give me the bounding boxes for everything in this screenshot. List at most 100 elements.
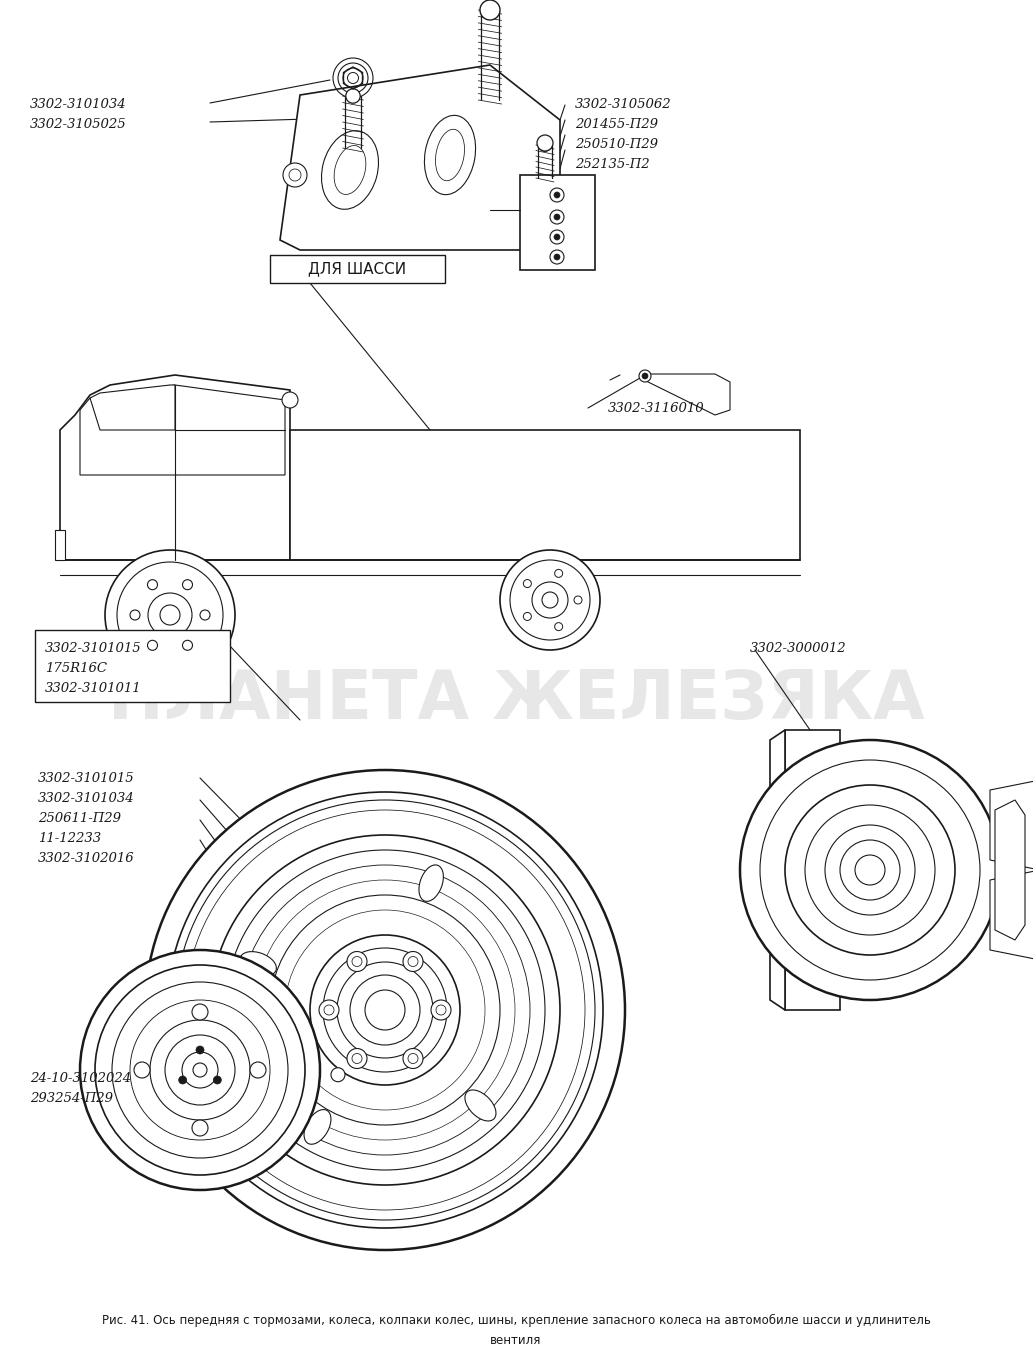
Circle shape [183,579,192,590]
Circle shape [550,189,564,202]
Text: 3302-3101015: 3302-3101015 [45,642,142,654]
Circle shape [500,550,600,650]
Circle shape [331,1068,345,1082]
Circle shape [192,1004,208,1020]
Circle shape [347,952,367,971]
Circle shape [524,612,531,620]
Circle shape [196,1046,204,1055]
Circle shape [214,1076,221,1085]
Circle shape [160,605,180,626]
Polygon shape [990,780,1033,870]
Ellipse shape [240,952,277,977]
Text: 11-12233: 11-12233 [38,832,101,844]
Circle shape [193,1063,207,1076]
Circle shape [555,623,563,631]
Polygon shape [995,800,1025,940]
Circle shape [283,163,307,187]
Ellipse shape [425,115,475,194]
Circle shape [431,1000,451,1020]
Circle shape [337,962,433,1059]
Text: 3302-3101034: 3302-3101034 [30,98,127,112]
Circle shape [639,370,651,382]
Bar [520,175,595,270]
Polygon shape [60,376,290,560]
Circle shape [542,591,558,608]
Polygon shape [990,870,1033,960]
Polygon shape [640,374,730,415]
Ellipse shape [321,131,378,209]
Circle shape [347,72,358,83]
Circle shape [855,855,885,885]
Circle shape [192,1120,208,1137]
Circle shape [352,956,362,967]
Circle shape [555,570,563,578]
Circle shape [436,1005,446,1015]
Bar [35,630,230,702]
Circle shape [550,229,564,245]
Circle shape [554,193,560,198]
Circle shape [554,254,560,260]
Circle shape [165,1035,234,1105]
Circle shape [105,550,234,680]
Bar [290,430,800,560]
Circle shape [825,825,915,915]
Circle shape [740,740,1000,1000]
Circle shape [554,234,560,240]
Text: 250510-П29: 250510-П29 [575,138,658,152]
Circle shape [148,579,157,590]
Polygon shape [55,530,65,560]
Polygon shape [90,385,175,430]
Text: ПЛАНЕТА ЖЕЛЕЗЯКА: ПЛАНЕТА ЖЕЛЕЗЯКА [107,667,925,734]
Text: 3302-3105062: 3302-3105062 [575,98,671,112]
Circle shape [352,1053,362,1064]
Text: 3302-3101011: 3302-3101011 [45,682,142,694]
Circle shape [537,135,553,152]
Text: 3302-3102016: 3302-3102016 [38,851,134,865]
Text: 175R16С: 175R16С [45,661,107,675]
Circle shape [365,990,405,1030]
Circle shape [183,641,192,650]
Circle shape [210,835,560,1184]
Circle shape [80,949,320,1190]
Polygon shape [785,729,840,1009]
Circle shape [310,934,460,1085]
Circle shape [840,840,900,900]
Circle shape [134,1061,150,1078]
Circle shape [200,611,210,620]
Bar [270,255,445,283]
Ellipse shape [419,865,443,902]
Polygon shape [80,385,285,475]
Circle shape [480,0,500,20]
Circle shape [482,1,498,18]
Text: 3302-3116010: 3302-3116010 [608,402,705,414]
Circle shape [403,1049,422,1068]
Circle shape [550,210,564,224]
Text: 3302-3101034: 3302-3101034 [38,791,134,805]
Text: 293254-П29: 293254-П29 [30,1091,113,1105]
Circle shape [785,785,954,955]
Text: 250611-П29: 250611-П29 [38,811,121,825]
Circle shape [289,169,301,182]
Circle shape [403,952,422,971]
Text: 201455-П29: 201455-П29 [575,119,658,131]
Circle shape [408,956,418,967]
Circle shape [550,250,564,264]
Circle shape [130,611,140,620]
Circle shape [179,1076,187,1085]
Text: ДЛЯ ШАССИ: ДЛЯ ШАССИ [308,261,406,276]
Text: Рис. 41. Ось передняя с тормозами, колеса, колпаки колес, шины, крепление запасн: Рис. 41. Ось передняя с тормозами, колес… [101,1314,931,1326]
Circle shape [347,1049,367,1068]
Circle shape [350,975,420,1045]
Ellipse shape [304,1109,331,1145]
Circle shape [150,1020,250,1120]
Text: 3302-3101015: 3302-3101015 [38,772,134,784]
Text: 3302-3105025: 3302-3105025 [30,119,127,131]
Ellipse shape [465,1090,496,1121]
Circle shape [641,373,648,378]
Circle shape [182,1052,218,1087]
Circle shape [319,1000,339,1020]
Circle shape [148,641,157,650]
Circle shape [346,89,361,104]
Circle shape [148,593,192,637]
Circle shape [282,392,298,408]
